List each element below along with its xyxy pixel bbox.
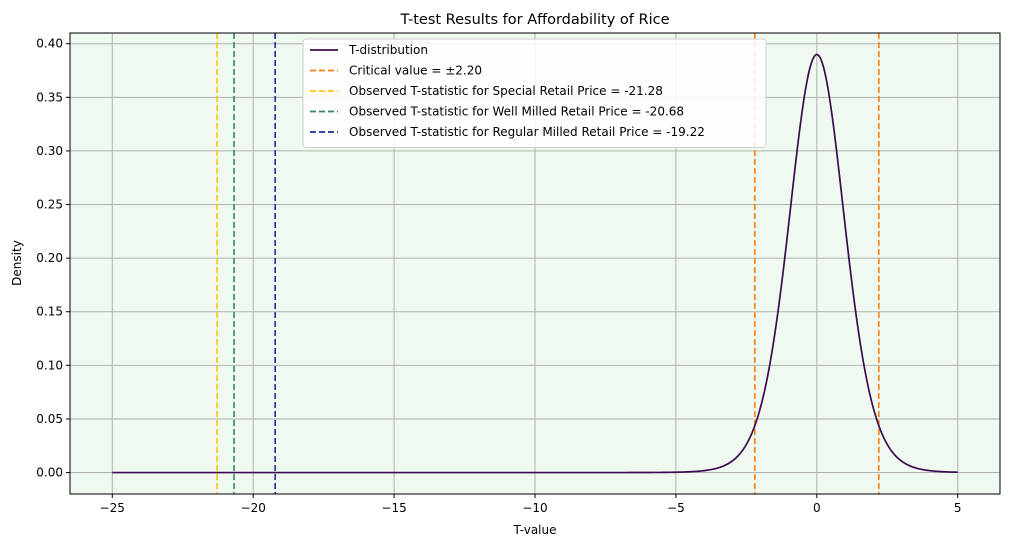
legend-label: Observed T-statistic for Special Retail … <box>349 84 663 98</box>
x-axis-ticks: −25 −20 −15 −10 −5 0 5 <box>100 494 962 515</box>
legend-label: Observed T-statistic for Well Milled Ret… <box>349 105 684 119</box>
chart-title: T-test Results for Affordability of Rice <box>399 12 669 28</box>
y-tick-label: 0.15 <box>36 305 63 319</box>
y-tick-label: 0.30 <box>36 144 63 158</box>
x-tick-label: −10 <box>522 501 547 515</box>
y-tick-label: 0.10 <box>36 358 63 372</box>
x-tick-label: −5 <box>667 501 685 515</box>
y-axis-ticks: 0.00 0.05 0.10 0.15 0.20 0.25 0.30 0.35 0.40 <box>36 37 70 480</box>
legend-box <box>302 38 767 148</box>
legend-label: T-distribution <box>348 43 428 57</box>
y-tick-label: 0.00 <box>36 466 63 480</box>
x-tick-label: −25 <box>100 501 125 515</box>
y-tick-label: 0.40 <box>36 37 63 51</box>
x-tick-label: 5 <box>954 501 962 515</box>
y-tick-label: 0.20 <box>36 251 63 265</box>
legend: T-distribution Critical value = ±2.20 Obse… <box>302 38 767 148</box>
y-tick-label: 0.25 <box>36 198 63 212</box>
x-tick-label: −20 <box>241 501 266 515</box>
y-tick-label: 0.05 <box>36 412 63 426</box>
t-distribution-series <box>112 53 958 474</box>
legend-label: Critical value = ±2.20 <box>349 64 482 78</box>
t-distribution-curve <box>112 53 958 474</box>
x-tick-label: 0 <box>813 501 821 515</box>
y-tick-label: 0.35 <box>36 90 63 104</box>
y-axis-label: Density <box>10 240 24 286</box>
x-tick-label: −15 <box>381 501 406 515</box>
legend-label: Observed T-statistic for Regular Milled … <box>349 125 705 139</box>
x-axis-label: T-value <box>512 523 556 537</box>
